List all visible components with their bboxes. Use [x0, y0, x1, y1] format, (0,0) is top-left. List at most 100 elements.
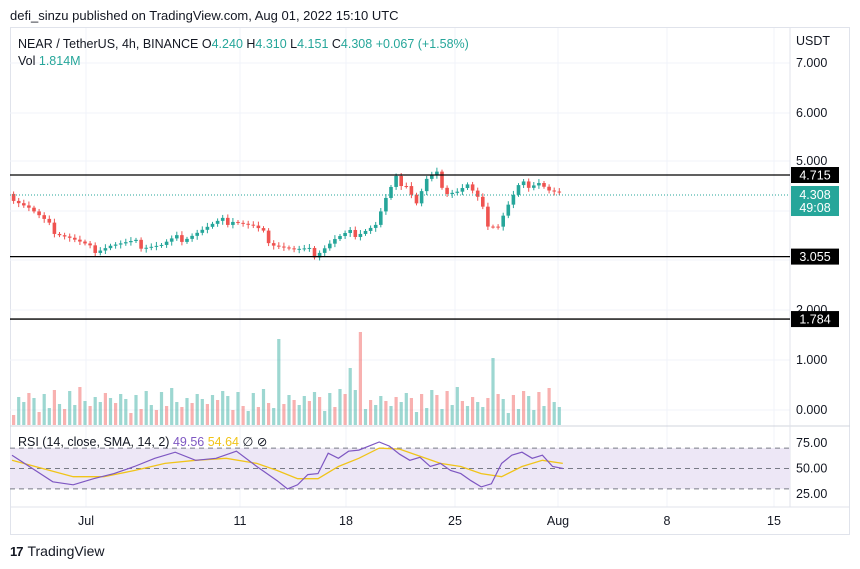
- volume-bar: [159, 392, 164, 425]
- candle-body: [108, 245, 113, 249]
- low-value: 4.151: [297, 37, 329, 51]
- time-tick-label: 8: [664, 514, 671, 528]
- volume-bar: [195, 394, 199, 425]
- candle-body: [287, 247, 291, 249]
- volume-bar: [420, 394, 424, 425]
- candle-body: [312, 247, 317, 258]
- high-label: H: [246, 37, 256, 51]
- volume-bar: [323, 411, 327, 425]
- volume-bar: [501, 399, 505, 425]
- volume-bar: [516, 409, 521, 425]
- volume-bar: [78, 387, 82, 425]
- volume-bar: [144, 391, 148, 425]
- volume-bar: [226, 396, 230, 425]
- candle-body: [231, 221, 235, 225]
- candle-body: [521, 181, 526, 186]
- candle-body: [215, 220, 220, 224]
- volume-bar: [491, 358, 495, 425]
- candle-body: [460, 188, 465, 192]
- time-tick-label: 11: [234, 514, 247, 528]
- volume-bar: [338, 389, 342, 425]
- candle-body: [424, 178, 429, 192]
- volume-bar: [282, 404, 286, 425]
- volume-bar: [333, 407, 337, 425]
- rsi-tick-label: 25.00: [796, 487, 827, 501]
- candle-body: [328, 243, 332, 249]
- rsi-label: RSI (14, close, SMA, 14, 2): [18, 435, 170, 449]
- candle-body: [379, 211, 383, 225]
- candle-body: [210, 223, 215, 227]
- candle-body: [195, 232, 199, 236]
- candle-body: [292, 248, 296, 250]
- volume-bar: [236, 392, 240, 425]
- price-tick-label: 5.000: [796, 154, 827, 168]
- volume-bar: [52, 390, 56, 425]
- candle-body: [491, 226, 495, 228]
- volume-bar: [42, 394, 46, 425]
- candle-body: [404, 186, 409, 188]
- candle-body: [200, 229, 205, 233]
- price-tick-label: 6.000: [796, 106, 827, 120]
- level-label: 3.055: [799, 250, 830, 264]
- volume-bar: [389, 406, 393, 425]
- candle-body: [537, 183, 541, 186]
- volume-bar: [292, 400, 296, 425]
- volume-bar: [537, 392, 541, 425]
- volume-tick-label: 1.000: [796, 353, 827, 367]
- volume-bar: [57, 404, 62, 425]
- rsi-tick-label: 75.00: [796, 436, 827, 450]
- candle-body: [501, 215, 505, 227]
- volume-bar: [471, 397, 475, 425]
- volume-bar: [32, 398, 36, 425]
- level-label: 1.784: [799, 313, 830, 327]
- volume-bar: [465, 406, 470, 425]
- candle-body: [62, 235, 67, 237]
- candle-body: [542, 183, 546, 187]
- candle-body: [348, 229, 352, 234]
- candle-body: [164, 241, 169, 245]
- volume-value: 1.814M: [38, 54, 81, 68]
- volume-bar: [496, 394, 500, 425]
- volume-bar: [328, 393, 332, 425]
- volume-bar: [98, 402, 102, 425]
- volume-bar: [557, 407, 561, 425]
- candle-body: [419, 191, 424, 204]
- volume-bar: [170, 388, 174, 425]
- volume-bar: [384, 401, 388, 425]
- candle-body: [261, 228, 266, 231]
- tradingview-brand[interactable]: 17 TradingView: [10, 543, 105, 559]
- candle-body: [302, 248, 307, 250]
- volume-bar: [450, 405, 454, 425]
- candle-body: [180, 235, 184, 242]
- candle-body: [445, 187, 449, 195]
- candle-body: [516, 185, 521, 195]
- candle-body: [83, 241, 87, 244]
- rsi-legend: RSI (14, close, SMA, 14, 2) 49.56 54.64 …: [18, 434, 267, 449]
- volume-bar: [83, 401, 87, 425]
- volume-bar: [103, 393, 107, 425]
- candle-body: [343, 233, 347, 237]
- volume-bar: [175, 402, 179, 425]
- candle-body: [134, 239, 138, 242]
- volume-bar: [12, 415, 16, 425]
- candle-body: [251, 224, 256, 226]
- candle-body: [358, 233, 363, 237]
- volume-bar: [312, 392, 317, 425]
- volume-bar: [134, 395, 138, 425]
- volume-bar: [185, 398, 189, 425]
- time-tick-label: Jul: [78, 514, 94, 528]
- candle-body: [317, 252, 322, 258]
- candle-body: [169, 238, 174, 242]
- hidden-values-icon[interactable]: ∅ ⊘: [242, 435, 268, 449]
- volume-bar: [369, 400, 373, 425]
- volume-label: Vol: [18, 54, 36, 68]
- candle-body: [435, 171, 439, 176]
- candle-body: [57, 233, 62, 236]
- volume-bar: [404, 393, 408, 425]
- candle-body: [363, 230, 368, 234]
- change-value: +0.067 (+1.58%): [375, 37, 469, 51]
- chart-frame[interactable]: [10, 27, 850, 535]
- time-tick-label: 18: [339, 514, 353, 528]
- candle-body: [93, 245, 97, 253]
